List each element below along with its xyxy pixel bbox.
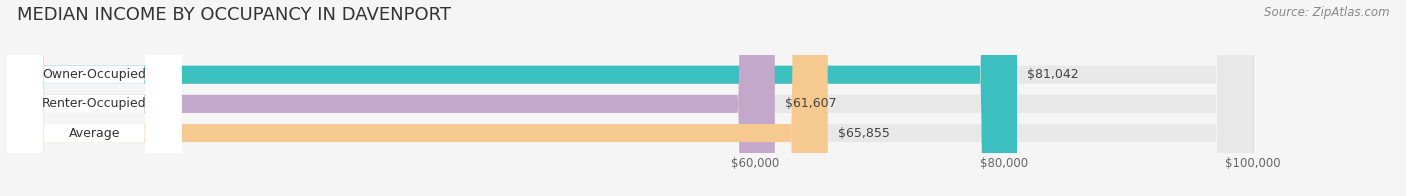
Text: $81,042: $81,042 xyxy=(1026,68,1078,81)
Text: MEDIAN INCOME BY OCCUPANCY IN DAVENPORT: MEDIAN INCOME BY OCCUPANCY IN DAVENPORT xyxy=(17,6,451,24)
FancyBboxPatch shape xyxy=(7,0,181,196)
FancyBboxPatch shape xyxy=(7,0,1017,196)
FancyBboxPatch shape xyxy=(7,0,181,196)
Text: Renter-Occupied: Renter-Occupied xyxy=(42,97,146,110)
Text: Owner-Occupied: Owner-Occupied xyxy=(42,68,146,81)
FancyBboxPatch shape xyxy=(7,0,1253,196)
Text: $65,855: $65,855 xyxy=(838,127,890,140)
FancyBboxPatch shape xyxy=(7,0,181,196)
Text: Average: Average xyxy=(69,127,120,140)
FancyBboxPatch shape xyxy=(7,0,775,196)
Text: $61,607: $61,607 xyxy=(785,97,837,110)
FancyBboxPatch shape xyxy=(7,0,828,196)
FancyBboxPatch shape xyxy=(7,0,1253,196)
FancyBboxPatch shape xyxy=(7,0,1253,196)
Text: Source: ZipAtlas.com: Source: ZipAtlas.com xyxy=(1264,6,1389,19)
